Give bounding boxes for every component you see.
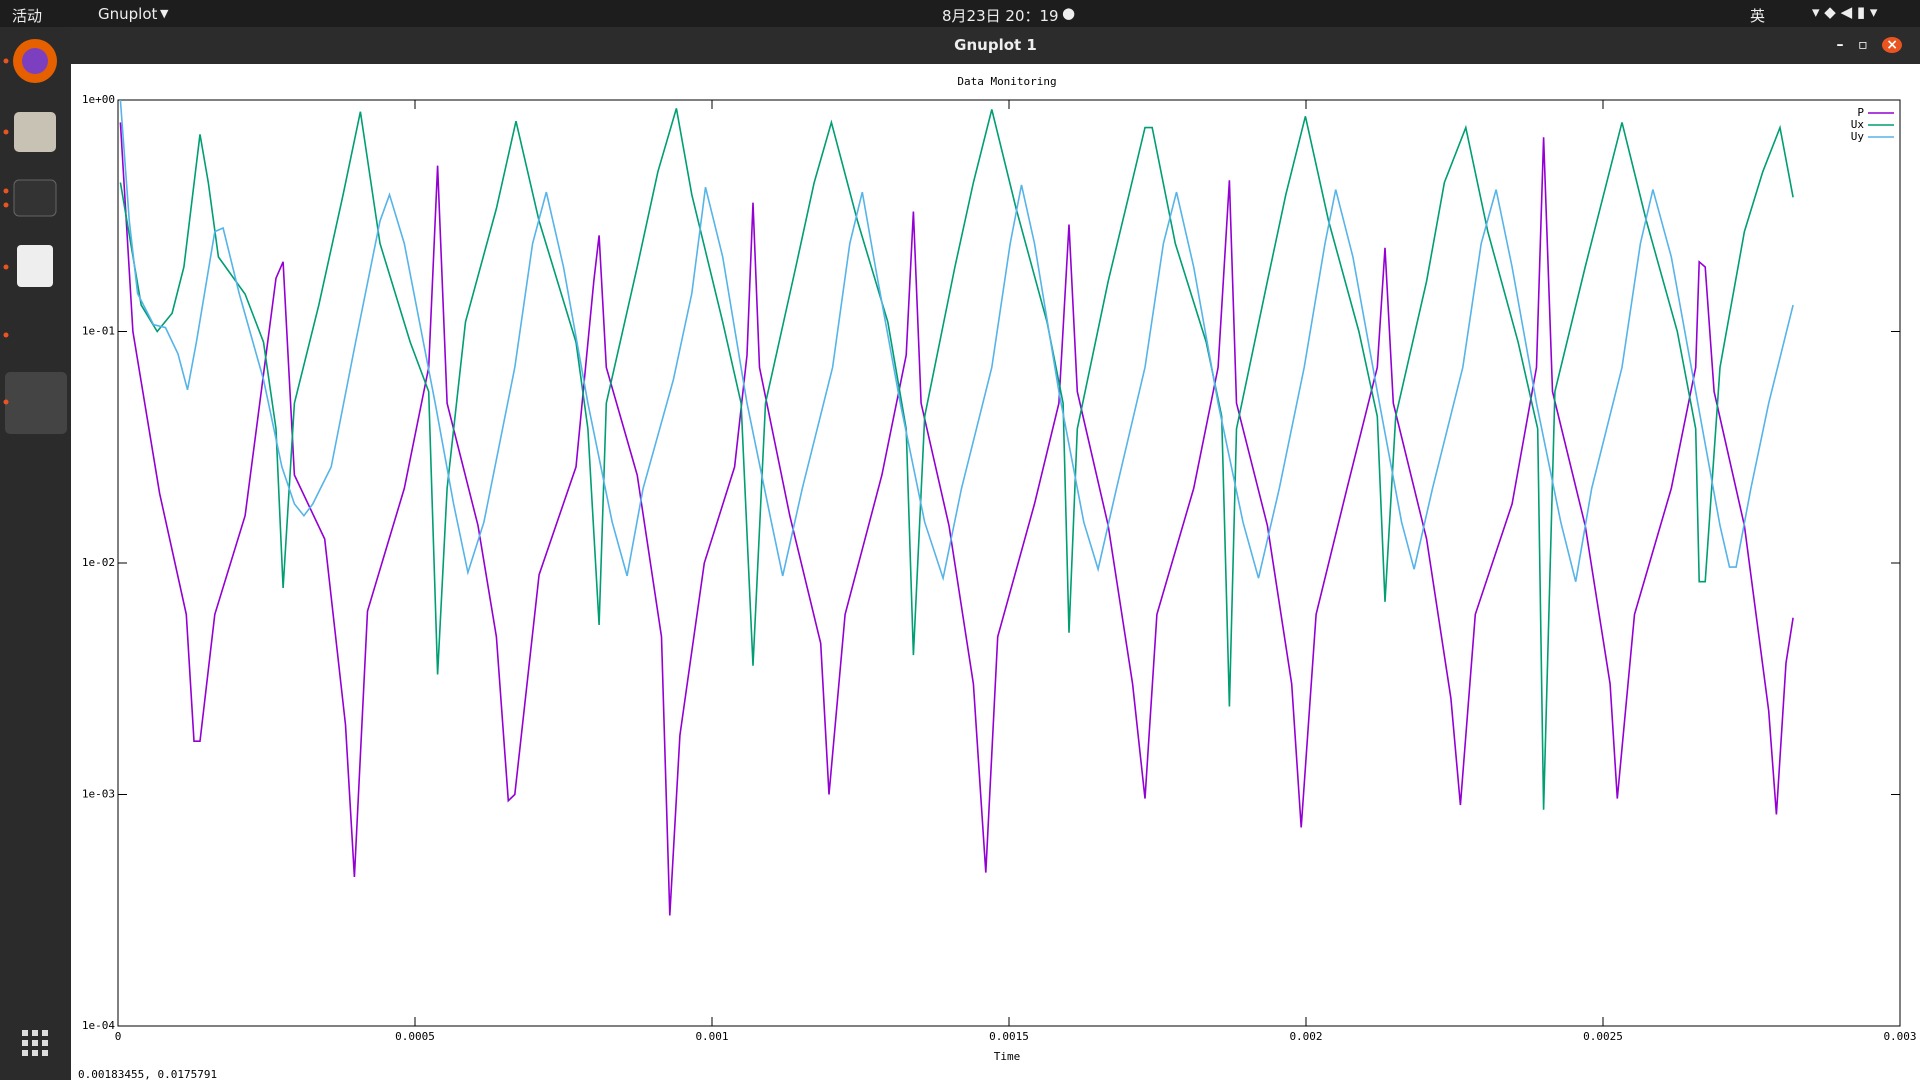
dock-icons [3,39,67,1056]
editor-icon[interactable] [17,245,53,287]
legend-label: P [1857,106,1864,119]
window-controls[interactable]: – ▫ × [1837,27,1902,64]
files-icon[interactable] [14,112,56,152]
x-axis-label: Time [994,1050,1021,1063]
y-tick-label: 1e-02 [82,556,115,569]
window-title: Gnuplot 1 – ▫ × [71,27,1920,64]
x-tick-label: 0 [115,1030,122,1043]
firefox-icon-inner [22,48,48,74]
clock[interactable]: 8月23日 20：19 [942,7,1059,25]
plot-border [117,99,1901,1027]
x-tick-label: 0.003 [1883,1030,1916,1043]
y-tick-label: 1e-01 [82,325,115,338]
x-tick-label: 0.0015 [989,1030,1029,1043]
legend-label: Uy [1851,130,1865,143]
x-tick-label: 0.0005 [395,1030,435,1043]
activities[interactable]: 活动 [12,7,43,25]
app-menu[interactable]: Gnuplot [98,5,158,23]
running-dots [3,58,9,405]
terminal-icon[interactable] [13,179,57,217]
legend-label: Ux [1851,118,1865,131]
notification-dot: ● [1062,4,1076,22]
y-tick-label: 1e+00 [82,93,115,106]
series-line [119,99,1794,582]
chart-title: Data Monitoring [957,75,1056,88]
input-method[interactable]: 英 [1750,7,1766,25]
top-bar: 活动 Gnuplot ▼ 8月23日 20：19 ● 英 ▾ ◆ ◀ ▮ ▾ [0,0,1920,27]
y-tick-label: 1e-04 [82,1019,115,1032]
status-icons[interactable]: ▾ ◆ ◀ ▮ ▾ [1812,3,1878,21]
x-tick-label: 0.0025 [1583,1030,1623,1043]
show-apps[interactable] [22,1030,48,1056]
y-tick-label: 1e-03 [82,788,115,801]
series-line [119,108,1794,810]
chart: Data Monitoring Time 0.00183455, 0.01757… [78,75,1917,1080]
series-line [119,122,1794,916]
dock [0,27,71,1080]
status-coordinates: 0.00183455, 0.0175791 [78,1068,217,1080]
x-tick-label: 0.001 [695,1030,728,1043]
gnuplot-icon[interactable] [5,372,67,434]
menu-arrow: ▼ [160,7,169,20]
window-title-text: Gnuplot 1 [954,36,1037,54]
x-tick-label: 0.002 [1289,1030,1322,1043]
